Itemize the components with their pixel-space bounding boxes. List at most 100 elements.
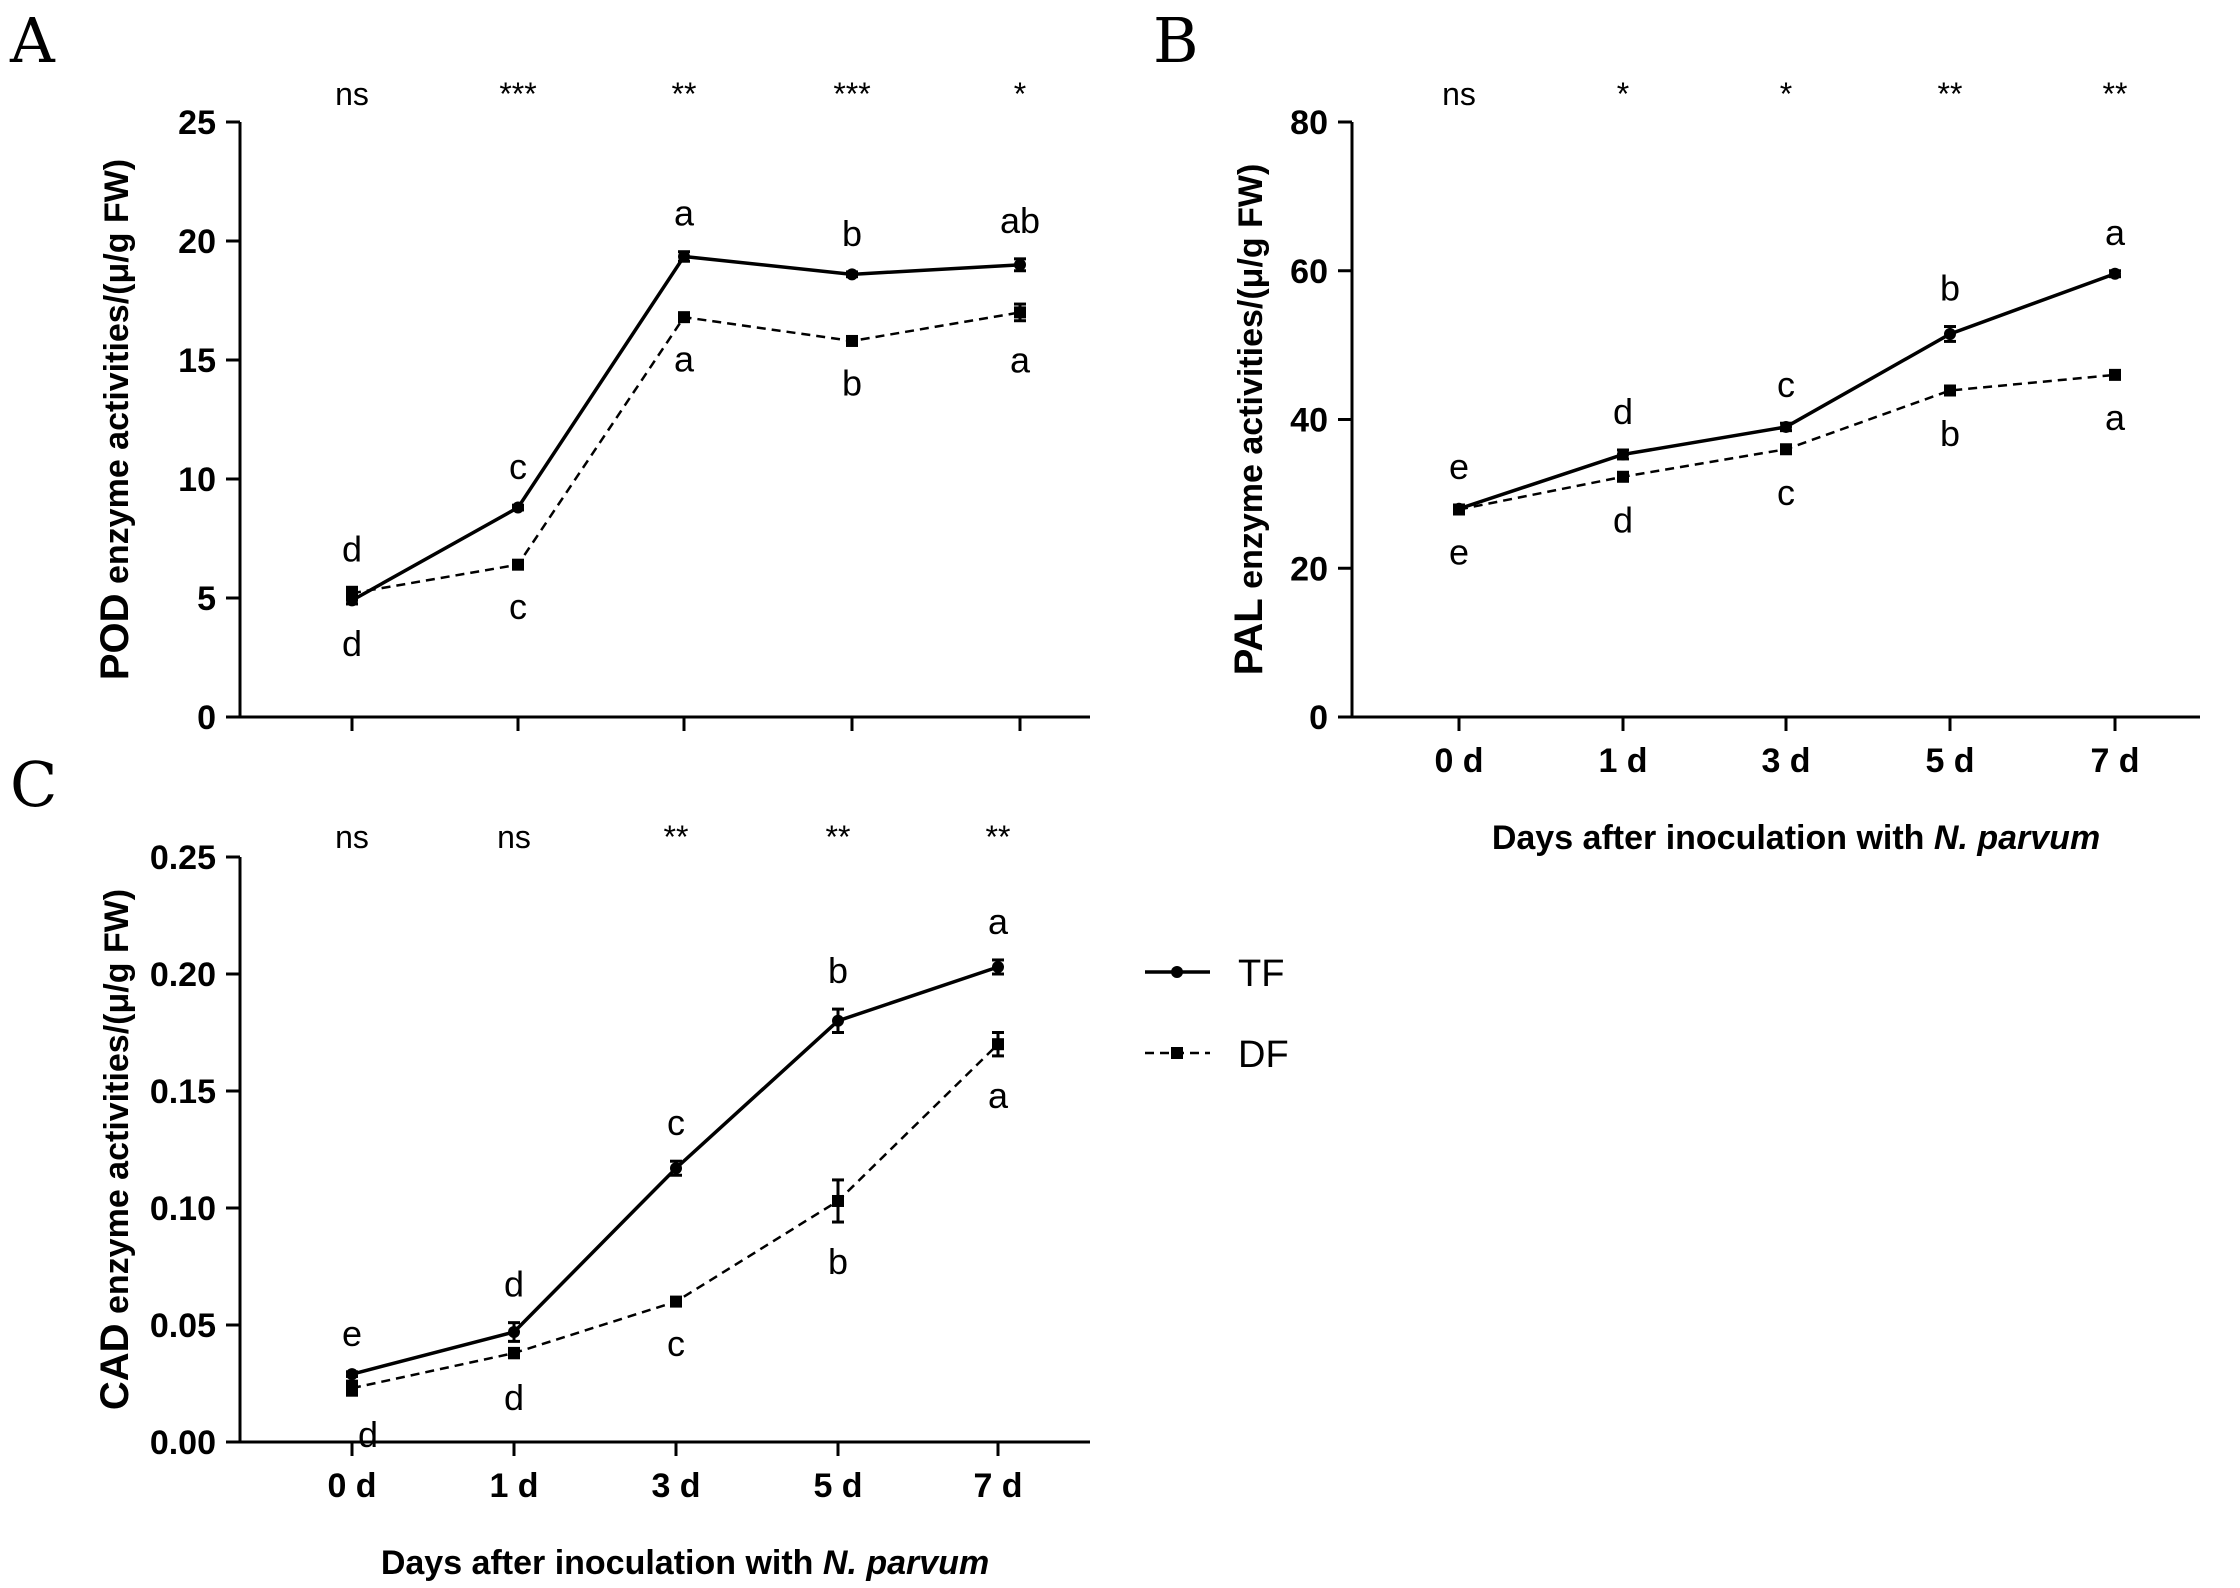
letter-label-df: a (988, 1075, 1009, 1116)
y-axis-title-enzyme: POD (93, 593, 137, 680)
data-point-tf (1617, 448, 1629, 461)
panel-letter: C (10, 748, 57, 821)
x-axis-title: Days after inoculation with N. parvum (381, 1544, 989, 1582)
letter-label-df: b (828, 1241, 848, 1282)
series-df (346, 1031, 1004, 1397)
y-axis-title-units: enzyme activities/(μ/g FW) (98, 889, 136, 1324)
letter-label-df: a (1010, 340, 1031, 381)
legend-label-tf: TF (1238, 953, 1284, 995)
data-point-tf (678, 250, 690, 263)
y-axis-title: POD enzyme activities/(μ/g FW) (93, 159, 137, 680)
letter-label-df: e (1449, 531, 1469, 572)
significance-label: ns (497, 819, 531, 855)
data-point-df (1944, 384, 1956, 397)
series-tf (346, 250, 1026, 607)
x-tick-label: 7 d (973, 1467, 1022, 1505)
x-tick-label: 5 d (813, 1467, 862, 1505)
y-tick-label: 0.15 (150, 1073, 216, 1111)
y-tick-label: 25 (178, 104, 216, 142)
letter-label-tf: a (2105, 212, 2126, 253)
panel-letter: A (9, 4, 56, 77)
letter-label-df: d (504, 1377, 524, 1418)
legend-marker-tf (1171, 966, 1183, 978)
significance-label: ** (664, 819, 689, 855)
y-tick-label: 0.00 (150, 1424, 216, 1462)
data-point-tf (992, 960, 1004, 973)
data-point-df (670, 1295, 682, 1308)
data-point-tf (2109, 267, 2121, 280)
letter-label-df: d (342, 528, 362, 569)
y-tick-label: 0 (197, 699, 216, 737)
y-axis-title-units: enzyme activities/(μ/g FW) (1232, 164, 1270, 599)
x-axis-title: Days after inoculation with N. parvum (1492, 819, 2100, 857)
y-tick-label: 80 (1290, 104, 1328, 142)
series-df (1453, 368, 2121, 516)
significance-label: ** (672, 76, 697, 112)
letter-label-df: c (667, 1323, 685, 1364)
letter-label-df: b (842, 362, 862, 403)
data-point-df (846, 334, 858, 347)
significance-label: * (1014, 76, 1026, 112)
significance-label: ns (335, 76, 369, 112)
letter-label-df: a (2105, 397, 2126, 438)
significance-label: ** (826, 819, 851, 855)
data-point-tf (1014, 258, 1026, 271)
letter-label-tf: d (342, 623, 362, 664)
data-point-df (346, 1382, 358, 1395)
letter-label-tf: ab (1000, 200, 1040, 241)
letter-label-df: c (1777, 472, 1795, 513)
data-point-df (1453, 503, 1465, 516)
x-tick-label: 7 d (2090, 742, 2139, 780)
x-tick-label: 3 d (651, 1467, 700, 1505)
panel-c: C 0.00 0.05 0.10 0.15 0.20 0.25 0 d 1 d 3 d 5 d 7 d… (10, 748, 1090, 1582)
data-point-df (1617, 470, 1629, 483)
data-point-tf (508, 1326, 520, 1339)
y-tick-label: 60 (1290, 253, 1328, 291)
series-df (346, 302, 1026, 601)
letter-label-tf: c (1777, 364, 1795, 405)
panel-b: B 0 20 40 60 80 0 d 1 d 3 d 5 d 7 d PAL enzyme acti… (1153, 4, 2200, 857)
data-point-tf (1780, 420, 1792, 433)
letter-label-tf: b (842, 213, 862, 254)
data-point-df (992, 1038, 1004, 1051)
y-tick-label: 20 (178, 223, 216, 261)
y-tick-label: 20 (1290, 550, 1328, 588)
data-point-df (512, 558, 524, 571)
letter-label-df: d (358, 1414, 378, 1455)
letter-label-tf: b (828, 950, 848, 991)
significance-label: * (1617, 76, 1629, 112)
letter-label-df: d (1613, 499, 1633, 540)
y-axis-title: PAL enzyme activities/(μ/g FW) (1227, 164, 1271, 676)
legend: TF DF (1145, 953, 1289, 1076)
letter-label-df: c (509, 586, 527, 627)
letter-label-tf: c (667, 1102, 685, 1143)
data-point-df (346, 587, 358, 600)
significance-label: ns (1442, 76, 1476, 112)
y-tick-label: 15 (178, 342, 216, 380)
y-tick-label: 0.20 (150, 956, 216, 994)
data-point-df (678, 311, 690, 324)
x-tick-label: 3 d (1761, 742, 1810, 780)
legend-marker-df (1171, 1047, 1183, 1059)
letter-label-tf: e (1449, 446, 1469, 487)
significance-label: * (1780, 76, 1792, 112)
x-axis-title-text: Days after inoculation with (381, 1544, 823, 1582)
x-axis-title-text: Days after inoculation with (1492, 819, 1934, 857)
significance-label: *** (499, 76, 536, 112)
y-tick-label: 0.05 (150, 1307, 216, 1345)
letter-label-tf: e (342, 1313, 362, 1354)
letter-label-tf: d (504, 1264, 524, 1305)
letter-label-df: b (1940, 413, 1960, 454)
letter-label-tf: b (1940, 268, 1960, 309)
y-tick-label: 40 (1290, 402, 1328, 440)
significance-label: ** (2103, 76, 2128, 112)
series-tf (346, 958, 1004, 1381)
x-tick-label: 1 d (1598, 742, 1647, 780)
data-point-df (508, 1347, 520, 1360)
data-point-df (2109, 368, 2121, 381)
y-axis-title-enzyme: PAL (1227, 598, 1271, 675)
x-tick-label: 0 d (1434, 742, 1483, 780)
data-point-df (832, 1194, 844, 1207)
y-axis-title-enzyme: CAD (93, 1323, 137, 1410)
